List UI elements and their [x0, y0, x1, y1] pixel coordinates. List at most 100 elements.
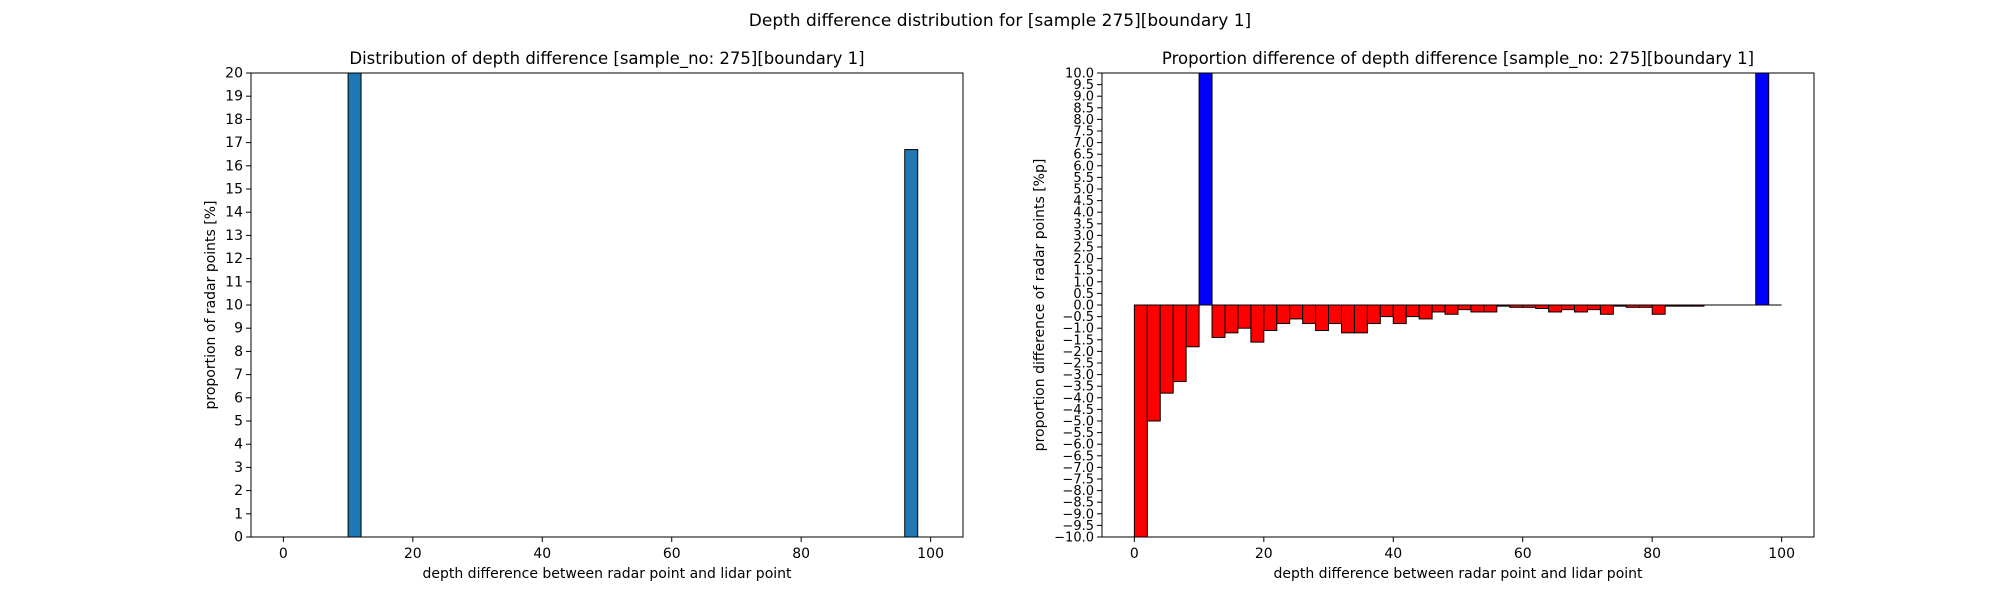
bar [1353, 304, 1368, 334]
y-tick-label: 18 [225, 112, 243, 128]
bar [1379, 304, 1394, 318]
bar [1457, 304, 1472, 311]
y-tick-label: −10.0 [1054, 531, 1094, 546]
bar [1237, 304, 1252, 329]
y-tick-label: 13 [225, 228, 243, 244]
y-tick-label: −8.0 [1062, 484, 1094, 499]
y-tick-label: −5.0 [1062, 415, 1094, 430]
bar [1418, 304, 1433, 320]
bar [1315, 304, 1330, 332]
x-tick-label: 60 [663, 546, 681, 562]
y-tick-label: −9.0 [1062, 507, 1094, 522]
y-tick-label: 9.0 [1073, 90, 1094, 105]
bar [1224, 304, 1239, 334]
x-tick-label: 20 [1255, 546, 1273, 562]
bar [347, 72, 362, 538]
bar [1651, 304, 1666, 315]
y-tick-label: −7.0 [1062, 461, 1094, 476]
bar [1444, 304, 1459, 315]
y-tick-label: 5.5 [1073, 171, 1094, 186]
y-tick-label: 2 [234, 483, 243, 499]
y-tick-label: 0.5 [1073, 287, 1094, 302]
x-tick-label: 0 [279, 546, 288, 562]
y-tick-label: 6.0 [1073, 159, 1094, 174]
y-tick-label: −0.5 [1062, 310, 1094, 325]
bar [1211, 304, 1226, 338]
y-tick-label: −3.5 [1062, 380, 1094, 395]
y-tick-label: 6 [234, 390, 243, 406]
bar [904, 149, 919, 538]
bar [1133, 304, 1148, 538]
x-tick-label: 100 [917, 546, 944, 562]
y-tick-label: 20 [225, 66, 243, 82]
y-tick-label: 2.5 [1073, 241, 1094, 256]
y-tick-label: 9.5 [1073, 78, 1094, 93]
x-tick-label: 40 [1384, 546, 1402, 562]
x-tick-label: 100 [1768, 546, 1795, 562]
y-tick-label: 1 [234, 506, 243, 522]
y-tick-label: 2.0 [1073, 252, 1094, 267]
y-tick-label: 17 [225, 135, 243, 151]
y-tick-label: −9.5 [1062, 519, 1094, 534]
distribution-plot-frame [250, 72, 964, 538]
bar [1159, 304, 1174, 394]
bar [1586, 304, 1601, 311]
y-tick-label: 10.0 [1065, 67, 1094, 82]
bar [1470, 304, 1485, 313]
proportion-difference-x-axis-label: depth difference between radar point and… [1273, 566, 1643, 582]
x-tick-label: 80 [1643, 546, 1661, 562]
figure-suptitle: Depth difference distribution for [sampl… [749, 11, 1251, 31]
distribution-chart: Distribution of depth difference [sample… [203, 49, 964, 582]
bar [1483, 304, 1498, 313]
bar [1392, 304, 1407, 325]
y-tick-label: 19 [225, 89, 243, 105]
y-tick-label: 0 [234, 530, 243, 546]
y-tick-label: −4.0 [1062, 391, 1094, 406]
bar [1548, 304, 1563, 313]
y-tick-label: 4.5 [1073, 194, 1094, 209]
y-tick-label: 6.5 [1073, 148, 1094, 163]
y-tick-label: −2.5 [1062, 357, 1094, 372]
proportion-difference-y-axis-label: proportion difference of radar points [%… [1032, 159, 1048, 452]
proportion-difference-bars [1133, 72, 1782, 538]
bar [1276, 304, 1291, 325]
y-tick-label: −2.0 [1062, 345, 1094, 360]
y-tick-label: 15 [225, 182, 243, 198]
y-tick-label: −5.5 [1062, 426, 1094, 441]
y-tick-label: −1.0 [1062, 322, 1094, 337]
x-tick-label: 40 [533, 546, 551, 562]
x-tick-label: 60 [1514, 546, 1532, 562]
bar [1250, 304, 1265, 343]
y-tick-label: 14 [225, 205, 243, 221]
y-tick-label: −6.0 [1062, 438, 1094, 453]
y-tick-label: 1.0 [1073, 275, 1094, 290]
y-tick-label: 3.0 [1073, 229, 1094, 244]
bar [1561, 304, 1576, 311]
distribution-y-axis-label: proportion of radar points [%] [203, 200, 219, 409]
bar [1366, 304, 1381, 325]
bar [1574, 304, 1588, 313]
y-tick-label: 11 [225, 274, 243, 290]
bar [1431, 304, 1446, 313]
bar [1198, 72, 1213, 306]
y-tick-label: −8.5 [1062, 496, 1094, 511]
bar [1340, 304, 1355, 334]
distribution-bars [347, 72, 919, 538]
y-tick-label: −1.5 [1062, 333, 1094, 348]
y-tick-label: 1.5 [1073, 264, 1094, 279]
y-tick-label: 3.5 [1073, 217, 1094, 232]
bar [1302, 304, 1317, 325]
y-tick-label: −4.5 [1062, 403, 1094, 418]
x-tick-label: 0 [1130, 546, 1139, 562]
y-tick-label: −3.0 [1062, 368, 1094, 383]
distribution-x-axis-label: depth difference between radar point and… [422, 566, 792, 582]
bar [1263, 304, 1278, 332]
y-tick-label: 16 [225, 158, 243, 174]
y-tick-label: 7.0 [1073, 136, 1094, 151]
proportion-difference-x-axis: 0 20 40 60 80 100 [1130, 537, 1795, 562]
y-tick-label: 9 [234, 321, 243, 337]
y-tick-label: 3 [234, 460, 243, 476]
proportion-difference-chart: Proportion difference of depth differenc… [1032, 49, 1815, 582]
bar [1172, 304, 1187, 383]
